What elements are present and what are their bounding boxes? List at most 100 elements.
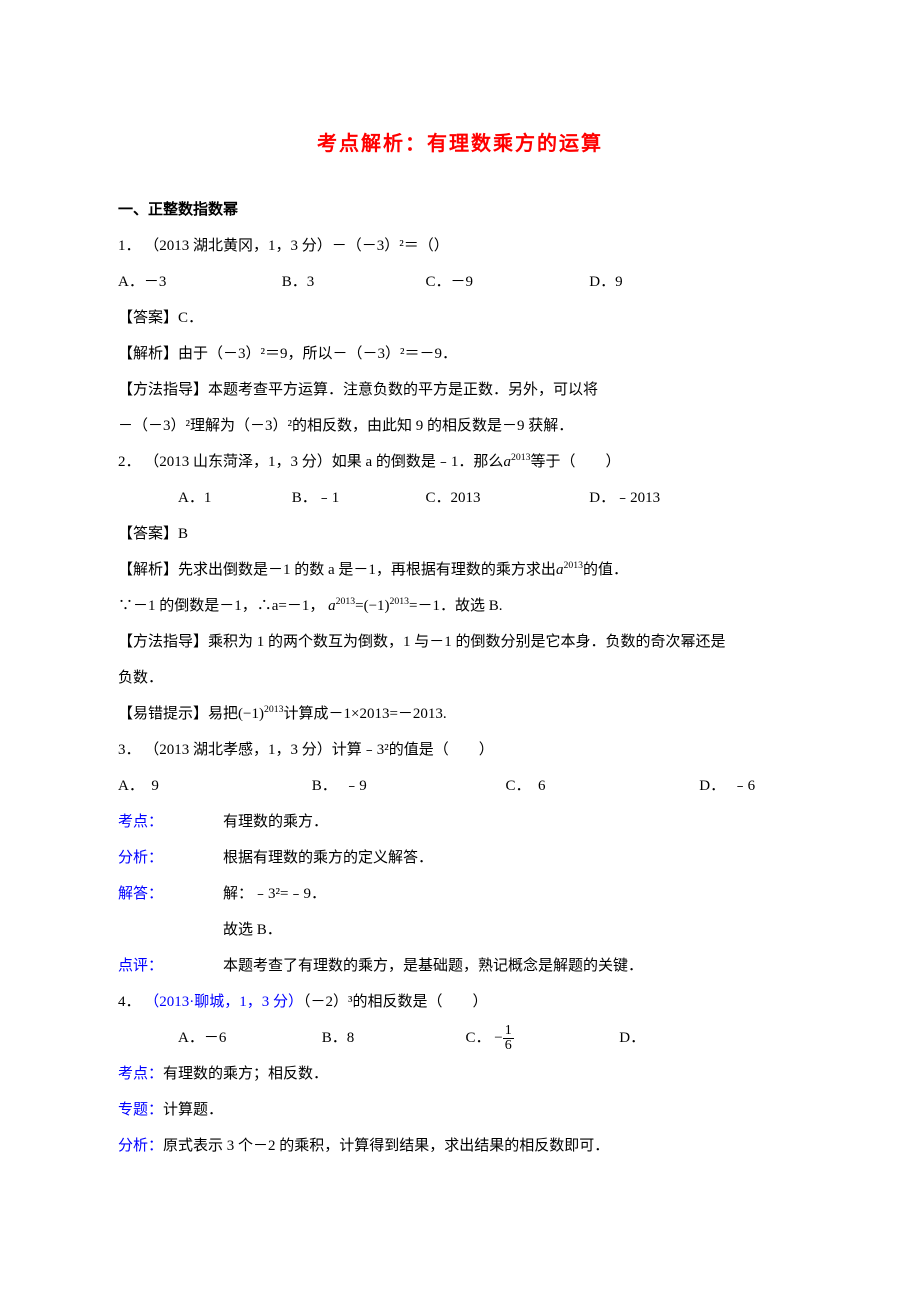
q2-eq-a: a	[328, 598, 336, 614]
error-pre: 易把	[208, 706, 238, 722]
q1-method: 【方法指导】本题考查平方运算．注意负数的平方是正数．另外，可以将	[118, 372, 802, 408]
q4-option-a: A．－6	[178, 1020, 318, 1056]
q2-eq-end: =－1．故选 B.	[409, 598, 502, 614]
q2-math-exp: 2013	[511, 452, 531, 463]
q3-text: （2013 湖北孝感，1，3 分）计算﹣3²的值是（ ）	[144, 742, 494, 758]
q4-number: 4．	[118, 994, 141, 1010]
q2-because: ∵－1 的倒数是－1，∴a=－1， a2013=(−1)2013=－1．故选 B…	[118, 588, 802, 624]
kaodian-label: 考点：	[118, 804, 223, 840]
q3-stem: 3． （2013 湖北孝感，1，3 分）计算﹣3²的值是（ ）	[118, 732, 802, 768]
q4-text: （－2）³的相反数是（ ）	[303, 994, 488, 1010]
q1-analysis: 【解析】由于（－3）²＝9，所以－（－3）²＝－9．	[118, 336, 802, 372]
q4-optc-pre: C．	[466, 1030, 491, 1046]
fraction: 1 6	[503, 1024, 514, 1053]
q1-answer: 【答案】C．	[118, 300, 802, 336]
q1-option-c: C．－9	[426, 264, 586, 300]
dianping-label: 点评：	[118, 948, 223, 984]
q2-eq-exp: 2013	[336, 596, 356, 607]
fenxi-text: 根据有理数的乘方的定义解答．	[223, 840, 802, 876]
fenxi-label: 分析：	[118, 1138, 163, 1154]
fenxi-text: 原式表示 3 个－2 的乘积，计算得到结果，求出结果的相反数即可．	[163, 1138, 609, 1154]
error-math: (−1)	[238, 706, 264, 722]
jieda-text1: 解：﹣3²=﹣9．	[223, 876, 802, 912]
q3-option-b: B． ﹣9	[312, 768, 502, 804]
kaodian-text: 有理数的乘方．	[223, 804, 802, 840]
q3-option-a: A． 9	[118, 768, 308, 804]
answer-label: 【答案】	[118, 526, 178, 542]
method-label: 【方法指导】	[118, 382, 208, 398]
analysis-text: 由于（－3）²＝9，所以－（－3）²＝－9．	[178, 346, 457, 362]
minus-sign: −	[494, 1020, 502, 1056]
q4-fenxi: 分析：原式表示 3 个－2 的乘积，计算得到结果，求出结果的相反数即可．	[118, 1128, 802, 1164]
q2-option-d: D．﹣2013	[589, 480, 660, 516]
q3-option-c: C． 6	[506, 768, 696, 804]
q2-analysis-exp: 2013	[563, 560, 583, 571]
analysis-label: 【解析】	[118, 562, 178, 578]
answer-value: B	[178, 526, 188, 542]
analysis-label: 【解析】	[118, 346, 178, 362]
q2-text-post: 等于（ ）	[530, 454, 620, 470]
analysis-text-pre: 先求出倒数是－1 的数 a 是－1，再根据有理数的乘方求出	[178, 562, 556, 578]
q4-options: A．－6 B．8 C． − 1 6 D．	[118, 1020, 802, 1056]
kaodian-label: 考点：	[118, 1066, 163, 1082]
q3-jieda-cont: 故选 B．	[118, 912, 802, 948]
q1-method-cont: －（－3）²理解为（－3）²的相反数，由此知 9 的相反数是－9 获解．	[118, 408, 802, 444]
q3-options: A． 9 B． ﹣9 C． 6 D． ﹣6	[118, 768, 802, 804]
q2-eq-mid: =(−1)	[355, 598, 389, 614]
answer-label: 【答案】	[118, 310, 178, 326]
jieda-spacer	[118, 912, 223, 948]
q2-answer: 【答案】B	[118, 516, 802, 552]
error-label: 【易错提示】	[118, 706, 208, 722]
q3-dianping: 点评： 本题考查了有理数的乘方，是基础题，熟记概念是解题的关键．	[118, 948, 802, 984]
error-exp: 2013	[264, 704, 284, 715]
section-heading: 一、正整数指数幂	[118, 192, 802, 228]
document-title: 考点解析：有理数乘方的运算	[118, 120, 802, 168]
q2-method: 【方法指导】乘积为 1 的两个数互为倒数，1 与－1 的倒数分别是它本身．负数的…	[118, 624, 802, 660]
q3-fenxi: 分析： 根据有理数的乘方的定义解答．	[118, 840, 802, 876]
jieda-text2: 故选 B．	[223, 912, 802, 948]
q3-option-d: D． ﹣6	[699, 768, 755, 804]
method-text-1: 本题考查平方运算．注意负数的平方是正数．另外，可以将	[208, 382, 598, 398]
dianping-text: 本题考查了有理数的乘方，是基础题，熟记概念是解题的关键．	[223, 948, 802, 984]
q2-eq-exp2: 2013	[390, 596, 410, 607]
q2-option-c: C．2013	[426, 480, 586, 516]
q1-options: A．－3 B．3 C．－9 D．9	[118, 264, 802, 300]
q4-zhuanti: 专题：计算题．	[118, 1092, 802, 1128]
q3-jieda: 解答： 解：﹣3²=﹣9．	[118, 876, 802, 912]
error-post: 计算成－1×2013=－2013.	[283, 706, 446, 722]
method-label: 【方法指导】	[118, 634, 208, 650]
q1-option-b: B．3	[282, 264, 422, 300]
q2-text-pre: （2013 山东菏泽，1，3 分）如果 a 的倒数是﹣1．那么	[144, 454, 503, 470]
q4-option-d: D．	[619, 1020, 645, 1056]
zhuanti-label: 专题：	[118, 1102, 163, 1118]
fenxi-label: 分析：	[118, 840, 223, 876]
q4-kaodian: 考点：有理数的乘方；相反数．	[118, 1056, 802, 1092]
q4-optc-fraction: − 1 6	[494, 1020, 513, 1056]
q2-analysis: 【解析】先求出倒数是－1 的数 a 是－1，再根据有理数的乘方求出a2013的值…	[118, 552, 802, 588]
q2-stem: 2． （2013 山东菏泽，1，3 分）如果 a 的倒数是﹣1．那么a2013等…	[118, 444, 802, 480]
q3-kaodian: 考点： 有理数的乘方．	[118, 804, 802, 840]
q4-option-c: C． − 1 6	[466, 1020, 616, 1056]
denominator: 6	[503, 1039, 514, 1053]
q1-option-d: D．9	[589, 264, 622, 300]
q2-number: 2．	[118, 454, 141, 470]
q4-option-b: B．8	[322, 1020, 462, 1056]
answer-value: C．	[178, 310, 203, 326]
q2-math-a: a	[503, 454, 511, 470]
zhuanti-text: 计算题．	[163, 1102, 223, 1118]
q2-error: 【易错提示】易把(−1)2013计算成－1×2013=－2013.	[118, 696, 802, 732]
analysis-text-post: 的值．	[583, 562, 628, 578]
method-text: 乘积为 1 的两个数互为倒数，1 与－1 的倒数分别是它本身．负数的奇次幂还是	[208, 634, 726, 650]
q2-options: A．1 B．﹣1 C．2013 D．﹣2013	[118, 480, 802, 516]
numerator: 1	[503, 1024, 514, 1039]
q4-stem: 4． （2013·聊城，1，3 分）（－2）³的相反数是（ ）	[118, 984, 802, 1020]
q1-stem: 1． （2013 湖北黄冈，1，3 分）－（－3）²＝（）	[118, 228, 802, 264]
because-text: ∵－1 的倒数是－1，∴a=－1，	[118, 598, 324, 614]
q1-number: 1．	[118, 238, 141, 254]
kaodian-text: 有理数的乘方；相反数．	[163, 1066, 328, 1082]
q4-source: （2013·聊城，1，3 分）	[144, 994, 303, 1010]
q1-text: （2013 湖北黄冈，1，3 分）－（－3）²＝（）	[144, 238, 449, 254]
q2-option-a: A．1	[178, 480, 288, 516]
q1-option-a: A．－3	[118, 264, 278, 300]
q2-option-b: B．﹣1	[292, 480, 422, 516]
